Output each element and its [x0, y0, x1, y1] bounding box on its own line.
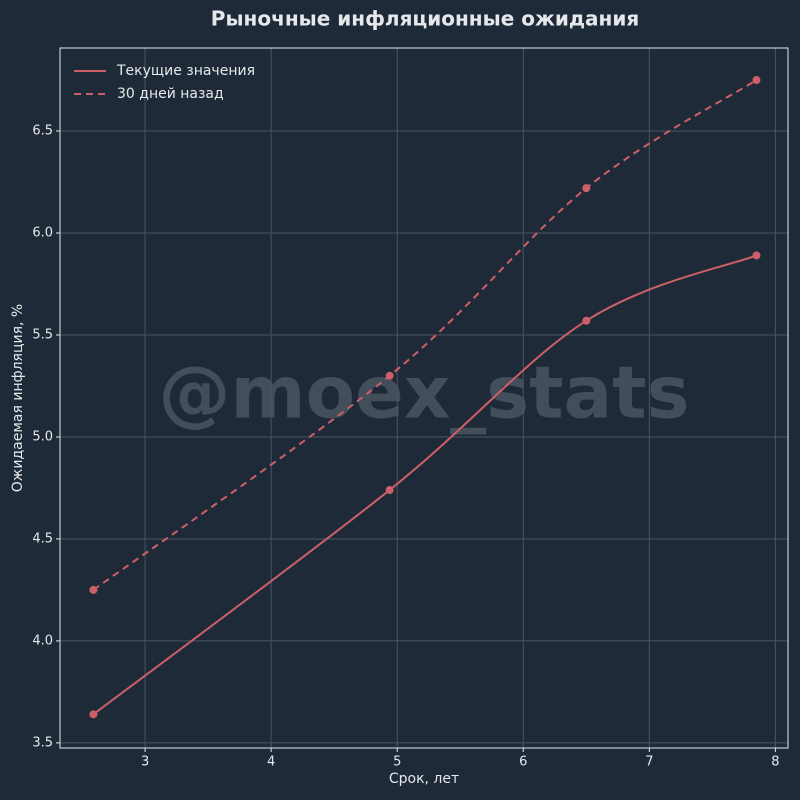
point: [582, 316, 591, 325]
point: [89, 585, 98, 594]
x-tick-label: 4: [267, 755, 275, 770]
chart-title: Рыночные инфляционные ожидания: [211, 7, 639, 31]
y-tick-label: 4.0: [32, 633, 53, 648]
point: [385, 371, 394, 380]
series-line: [92, 79, 758, 591]
point: [752, 251, 761, 260]
watermark: @moex_stats: [159, 351, 690, 435]
x-tick-label: 3: [141, 755, 149, 770]
y-tick-label: 5.5: [32, 327, 53, 342]
point: [752, 76, 761, 85]
y-axis-label: Ожидаемая инфляция, %: [10, 304, 26, 492]
point: [385, 485, 394, 494]
y-tick-label: 5.0: [32, 429, 53, 444]
point: [582, 184, 591, 193]
x-tick-label: 6: [519, 755, 527, 770]
plot-frame: [59, 47, 789, 749]
x-tick-label: 8: [771, 755, 779, 770]
x-tick-label: 5: [393, 755, 401, 770]
point: [89, 710, 98, 719]
x-axis-label: Срок, лет: [389, 771, 459, 787]
legend-label: 30 дней назад: [117, 86, 224, 102]
y-tick-label: 4.5: [32, 531, 53, 546]
y-tick-label: 3.5: [32, 735, 53, 750]
series-line: [92, 254, 757, 716]
x-tick-label: 7: [645, 755, 653, 770]
y-tick-label: 6.5: [32, 124, 53, 139]
y-tick-label: 6.0: [32, 225, 53, 240]
legend-label: Текущие значения: [116, 63, 255, 79]
